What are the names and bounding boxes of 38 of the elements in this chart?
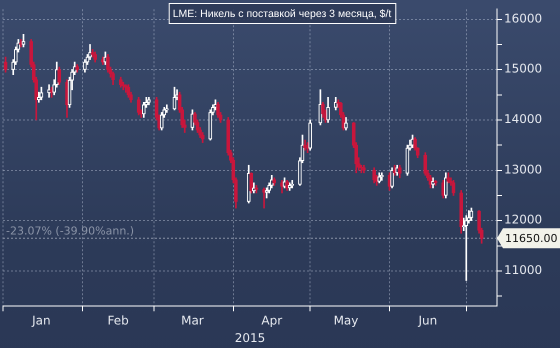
candlestick <box>249 172 254 194</box>
candlestick <box>470 208 474 221</box>
x-tick-label: Jun <box>418 314 438 328</box>
chart-title: LME: Никель с поставкой через 3 месяца, $/t <box>172 8 392 20</box>
x-tick-label: Mar <box>181 314 204 328</box>
candlestick <box>308 120 312 150</box>
candlestick <box>452 180 456 196</box>
x-tick-label: Jan <box>31 314 51 328</box>
y-tick-label: 13000 <box>504 162 542 176</box>
x-tick-label: May <box>334 314 358 328</box>
candlestick <box>252 182 256 194</box>
candlestick <box>390 167 394 188</box>
candlestick <box>326 96 330 123</box>
x-axis-title: 2015 <box>234 330 266 345</box>
candlestick <box>4 56 8 72</box>
candlestick <box>459 190 463 234</box>
candlestick <box>262 188 266 208</box>
candlestick <box>431 178 435 188</box>
candlestick <box>104 52 108 65</box>
y-tick-label: 11000 <box>504 263 542 278</box>
candlestick <box>344 117 348 130</box>
y-tick-label: 14000 <box>504 112 542 126</box>
candlestick <box>380 172 384 181</box>
ref-line-label: -23.07% (-39.90%ann.) <box>6 224 134 238</box>
candlestick <box>303 140 307 150</box>
candlestick <box>434 180 438 186</box>
x-tick-label: Feb <box>108 314 129 328</box>
candlestick <box>47 84 51 98</box>
candlestick <box>22 34 26 48</box>
candlestick <box>172 86 176 110</box>
x-tick-label: Apr <box>261 314 282 328</box>
annotation: 11650.00 <box>505 232 558 246</box>
candlestick <box>93 52 97 62</box>
y-tick-label: 15000 <box>504 62 542 76</box>
candlestick <box>444 172 448 198</box>
y-tick-label: 12000 <box>504 212 542 227</box>
candlestick <box>100 56 105 65</box>
y-tick-label: 16000 <box>504 11 542 26</box>
